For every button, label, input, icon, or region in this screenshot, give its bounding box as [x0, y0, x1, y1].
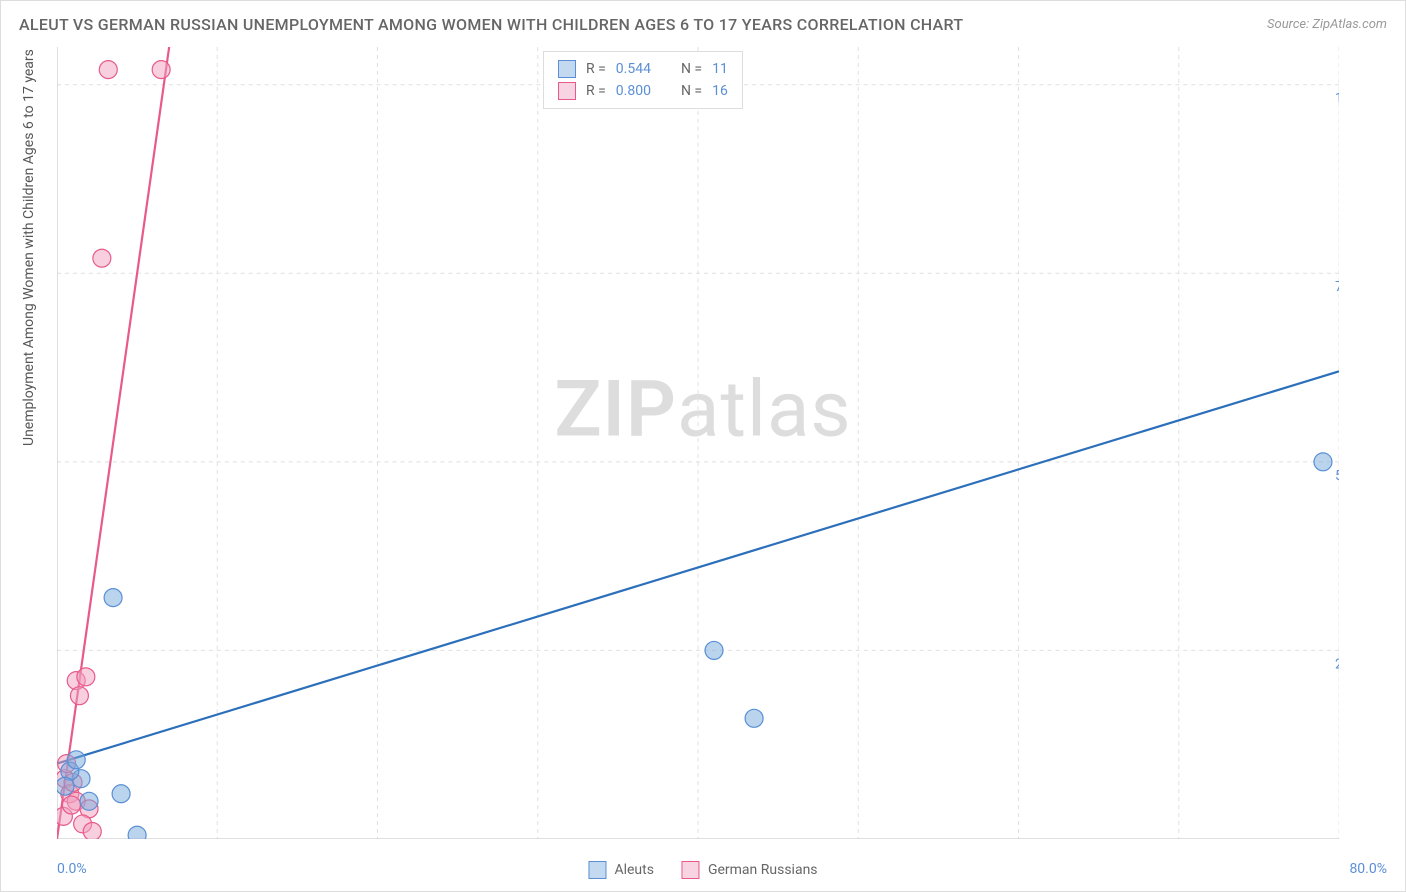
source-label: Source: ZipAtlas.com: [1267, 17, 1387, 32]
svg-text:75.0%: 75.0%: [1335, 279, 1339, 295]
x-tick-origin: 0.0%: [57, 861, 87, 877]
stats-row-aleuts: R = 0.544 N = 11: [558, 58, 728, 80]
chart-container: ALEUT VS GERMAN RUSSIAN UNEMPLOYMENT AMO…: [0, 0, 1406, 892]
legend-item-german-russians: German Russians: [682, 861, 818, 879]
swatch-pink-icon: [682, 861, 700, 879]
svg-text:25.0%: 25.0%: [1335, 656, 1339, 672]
swatch-pink-icon: [558, 82, 576, 100]
y-axis-label: Unemployment Among Women with Children A…: [21, 49, 37, 446]
scatter-plot-svg: 25.0% 50.0% 75.0% 100.0%: [57, 47, 1339, 839]
x-tick-end: 80.0%: [1349, 861, 1387, 877]
legend: Aleuts German Russians: [588, 861, 817, 879]
chart-title: ALEUT VS GERMAN RUSSIAN UNEMPLOYMENT AMO…: [19, 15, 963, 34]
stats-row-german-russians: R = 0.800 N = 16: [558, 80, 728, 102]
svg-text:100.0%: 100.0%: [1335, 91, 1339, 107]
swatch-blue-icon: [588, 861, 606, 879]
swatch-blue-icon: [558, 60, 576, 78]
correlation-stats-box: R = 0.544 N = 11 R = 0.800 N = 16: [543, 51, 743, 109]
plot-area: 25.0% 50.0% 75.0% 100.0%: [57, 47, 1339, 839]
legend-item-aleuts: Aleuts: [588, 861, 653, 879]
svg-text:50.0%: 50.0%: [1335, 468, 1339, 484]
